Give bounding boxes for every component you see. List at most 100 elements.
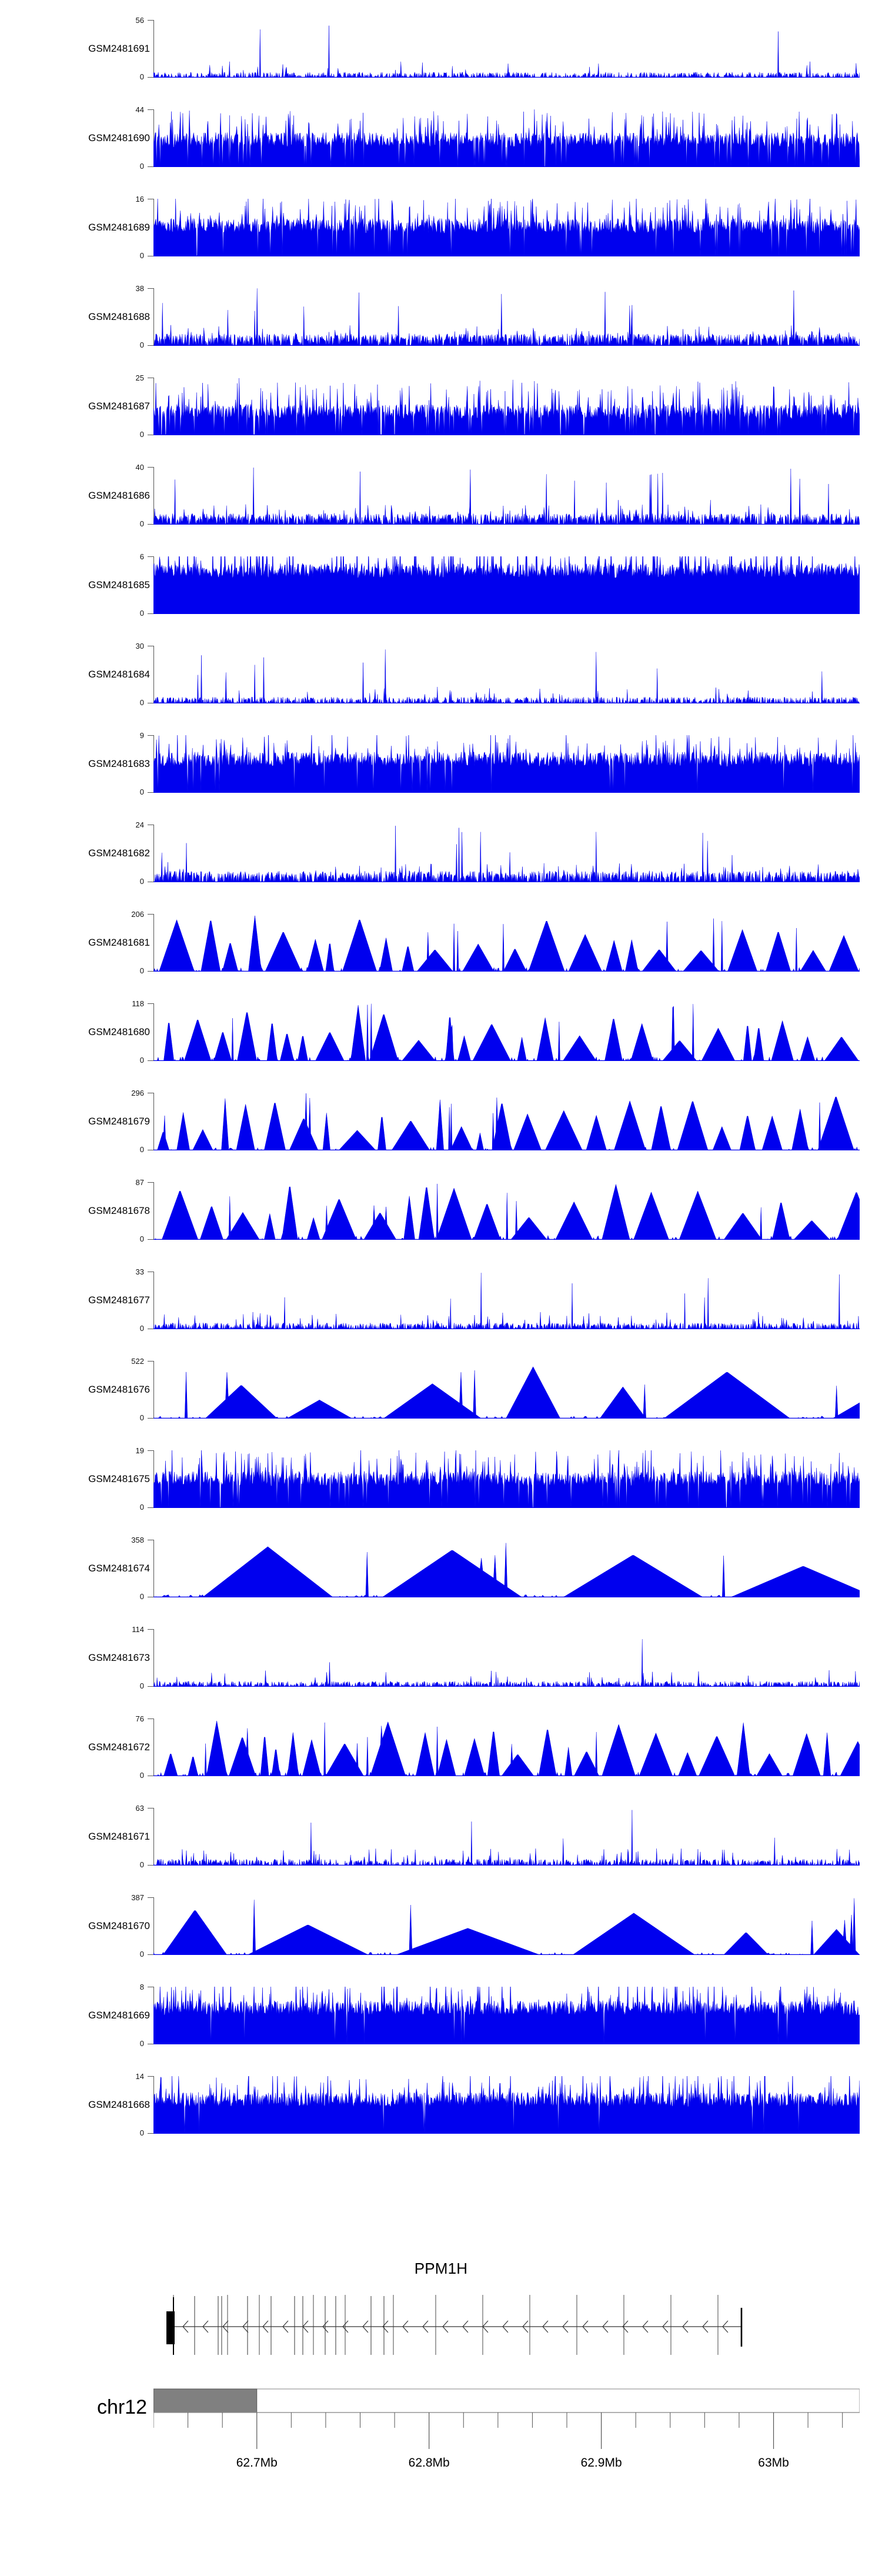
- coverage-track[interactable]: GSM2481672 76 0: [0, 1715, 882, 1779]
- track-sample-label: GSM2481670: [88, 1920, 150, 1931]
- gene-strand-arrow-icon: [522, 2320, 529, 2333]
- coverage-track[interactable]: GSM2481681 206 0: [0, 910, 882, 975]
- y-axis-max-value: 9: [139, 731, 144, 740]
- gene-strand-arrow-icon: [322, 2320, 329, 2333]
- genome-axis[interactable]: 62.7Mb 62.8Mb 62.9Mb 63Mb: [153, 2376, 860, 2488]
- genome-axis-svg: 62.7Mb 62.8Mb 62.9Mb 63Mb: [153, 2388, 860, 2470]
- coverage-track[interactable]: GSM2481679 296 0: [0, 1089, 882, 1153]
- y-axis-line: [153, 914, 155, 972]
- coverage-plot-area[interactable]: [153, 1987, 860, 2044]
- coverage-track[interactable]: GSM2481689 16 0: [0, 195, 882, 259]
- coverage-track[interactable]: GSM2481682 24 0: [0, 821, 882, 885]
- coverage-track[interactable]: GSM2481691 56 0: [0, 16, 882, 81]
- y-axis-max-value: 118: [132, 999, 144, 1008]
- coverage-plot-area[interactable]: [153, 1808, 860, 1866]
- coverage-plot-area[interactable]: [153, 735, 860, 793]
- coverage-plot-area[interactable]: [153, 288, 860, 346]
- track-y-axis: 25 0: [109, 374, 155, 439]
- coverage-track[interactable]: GSM2481685 6 0: [0, 553, 882, 617]
- coverage-plot-area[interactable]: [153, 1272, 860, 1329]
- coverage-track[interactable]: GSM2481671 63 0: [0, 1804, 882, 1869]
- coverage-track[interactable]: GSM2481668 14 0: [0, 2073, 882, 2137]
- gene-strand-arrow-icon: [182, 2320, 189, 2333]
- gene-model-svg: [166, 2295, 743, 2355]
- y-axis-min-value: 0: [139, 430, 144, 439]
- y-axis-tick-max: [148, 1361, 154, 1362]
- chromosome-axis-track[interactable]: chr12 62.7Mb 62.8Mb 62.9Mb 63Mb: [0, 2376, 882, 2494]
- coverage-track[interactable]: GSM2481690 44 0: [0, 105, 882, 170]
- y-axis-line: [153, 1808, 155, 1866]
- gene-model[interactable]: [153, 2290, 860, 2355]
- coverage-plot-area[interactable]: [153, 914, 860, 972]
- coverage-track[interactable]: GSM2481675 19 0: [0, 1447, 882, 1511]
- coverage-track[interactable]: GSM2481674 358 0: [0, 1536, 882, 1600]
- coverage-track[interactable]: GSM2481676 522 0: [0, 1357, 882, 1422]
- y-axis-tick-max: [148, 20, 154, 21]
- coverage-plot-area[interactable]: [153, 1361, 860, 1419]
- y-axis-tick-min: [148, 971, 154, 972]
- coverage-area-svg: [153, 826, 860, 882]
- coverage-track[interactable]: GSM2481678 87 0: [0, 1179, 882, 1243]
- coverage-track[interactable]: GSM2481669 8 0: [0, 1983, 882, 2047]
- coverage-track[interactable]: GSM2481677 33 0: [0, 1268, 882, 1333]
- coverage-plot-area[interactable]: [153, 556, 860, 614]
- y-axis-line: [153, 109, 155, 167]
- track-sample-label: GSM2481687: [88, 401, 150, 412]
- y-axis-max-value: 296: [131, 1089, 144, 1097]
- coverage-plot-area[interactable]: [153, 378, 860, 435]
- track-y-axis: 44 0: [109, 105, 155, 170]
- y-axis-min-value: 0: [139, 1950, 144, 1958]
- coverage-track[interactable]: GSM2481680 118 0: [0, 999, 882, 1064]
- coverage-track[interactable]: GSM2481684 30 0: [0, 642, 882, 706]
- y-axis-tick-min: [148, 1954, 154, 1956]
- track-sample-label: GSM2481686: [88, 490, 150, 501]
- coverage-track[interactable]: GSM2481670 387 0: [0, 1894, 882, 1958]
- coverage-plot-area[interactable]: [153, 1182, 860, 1240]
- coverage-plot-area[interactable]: [153, 20, 860, 78]
- coverage-plot-area[interactable]: [153, 467, 860, 525]
- coverage-track[interactable]: GSM2481686 40 0: [0, 463, 882, 528]
- y-axis-min-value: 0: [139, 966, 144, 975]
- coverage-plot-area[interactable]: [153, 646, 860, 703]
- y-axis-tick-max: [148, 1003, 154, 1005]
- coverage-area-svg: [153, 1898, 860, 1955]
- y-axis-tick-max: [148, 109, 154, 111]
- coverage-track[interactable]: GSM2481688 38 0: [0, 285, 882, 349]
- track-sample-label: GSM2481681: [88, 937, 150, 948]
- coverage-area-svg: [153, 1543, 860, 1597]
- coverage-plot-area[interactable]: [153, 2076, 860, 2134]
- gene-strand-arrow-icon: [562, 2320, 569, 2333]
- y-axis-min-value: 0: [139, 1324, 144, 1333]
- coverage-track[interactable]: GSM2481687 25 0: [0, 374, 882, 439]
- y-axis-max-value: 44: [135, 105, 144, 114]
- y-axis-line: [153, 825, 155, 882]
- y-axis-max-value: 56: [135, 16, 144, 25]
- coverage-track[interactable]: GSM2481673 114 0: [0, 1626, 882, 1690]
- y-axis-min-value: 0: [139, 788, 144, 796]
- gene-annotation-track[interactable]: PPM1H: [0, 2260, 882, 2360]
- track-sample-label: GSM2481675: [88, 1473, 150, 1484]
- coverage-area-svg: [153, 1366, 860, 1419]
- gene-strand-arrow-icon: [282, 2320, 289, 2333]
- coverage-plot-area[interactable]: [153, 1897, 860, 1955]
- y-axis-max-value: 206: [131, 910, 144, 919]
- coverage-plot-area[interactable]: [153, 1003, 860, 1061]
- coverage-plot-area[interactable]: [153, 199, 860, 256]
- coverage-plot-area[interactable]: [153, 1450, 860, 1508]
- track-sample-label: GSM2481677: [88, 1294, 150, 1306]
- coverage-track[interactable]: GSM2481683 9 0: [0, 731, 882, 796]
- coverage-plot-area[interactable]: [153, 109, 860, 167]
- coverage-plot-area[interactable]: [153, 1540, 860, 1597]
- y-axis-min-value: 0: [139, 1860, 144, 1869]
- track-sample-label: GSM2481689: [88, 222, 150, 233]
- coverage-plot-area[interactable]: [153, 825, 860, 882]
- coverage-plot-area[interactable]: [153, 1719, 860, 1776]
- coverage-plot-area[interactable]: [153, 1093, 860, 1150]
- coverage-plot-area[interactable]: [153, 1629, 860, 1687]
- y-axis-tick-min: [148, 1239, 154, 1240]
- y-axis-max-value: 40: [135, 463, 144, 472]
- genome-axis-tick-label: 63Mb: [758, 2456, 789, 2470]
